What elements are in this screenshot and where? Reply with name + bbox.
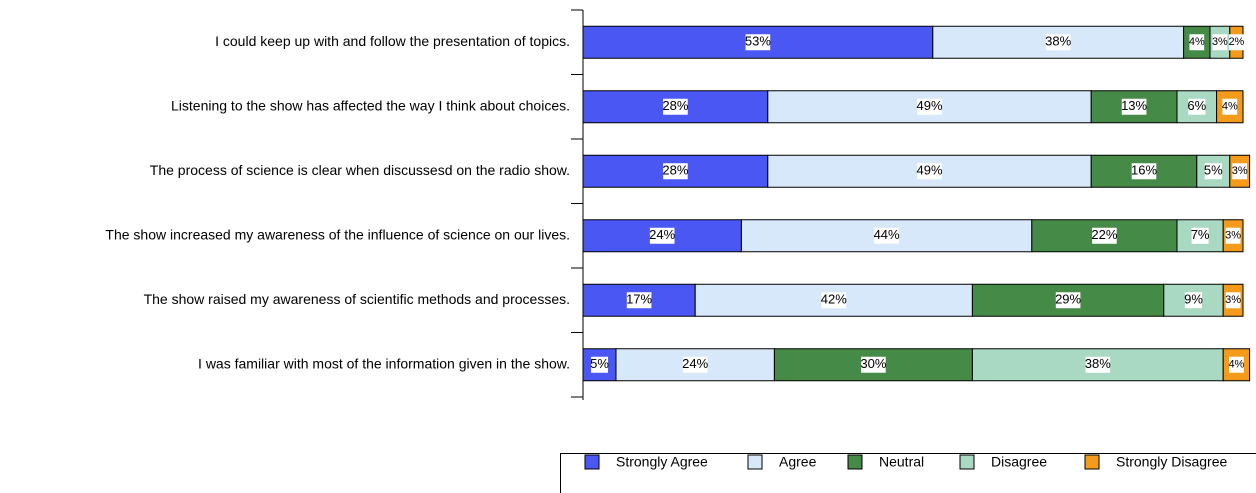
value-label: 49% [916, 163, 942, 178]
legend-label: Strongly Disagree [1116, 454, 1227, 470]
value-label: 28% [662, 163, 688, 178]
label-bg [1229, 34, 1244, 51]
label-bg [1229, 356, 1244, 373]
value-label: 17% [626, 292, 652, 307]
value-label: 44% [874, 227, 900, 242]
value-label: 3% [1212, 36, 1228, 48]
value-label: 7% [1191, 227, 1210, 242]
category-label: The process of science is clear when dis… [150, 162, 570, 178]
value-label: 29% [1055, 292, 1081, 307]
value-label: 13% [1121, 98, 1147, 113]
label-bg [1225, 292, 1241, 309]
category-label: I could keep up with and follow the pres… [215, 33, 570, 49]
label-bg [626, 292, 652, 309]
label-bg [745, 34, 771, 51]
value-label: 4% [1189, 36, 1205, 48]
label-bg [1222, 98, 1238, 115]
value-label: 38% [1045, 34, 1071, 49]
value-label: 3% [1225, 294, 1241, 306]
bar-segment [932, 25, 1185, 59]
label-bg [1055, 292, 1081, 309]
label-bg [1204, 163, 1222, 180]
label-bg [1212, 34, 1228, 51]
label-bg [682, 356, 708, 373]
legend-label: Disagree [991, 454, 1047, 470]
legend-swatch [747, 454, 763, 470]
label-bg [1092, 227, 1117, 244]
value-label: 24% [649, 227, 675, 242]
value-label: 5% [1204, 163, 1223, 178]
category-label: I was familiar with most of the informat… [198, 355, 570, 371]
value-label: 9% [1184, 292, 1203, 307]
value-label: 22% [1091, 227, 1117, 242]
label-bg [1121, 98, 1147, 115]
legend-swatch [959, 454, 975, 470]
label-bg [821, 292, 847, 309]
value-label: 30% [860, 356, 886, 371]
legend-swatch [1084, 454, 1100, 470]
value-label: 3% [1232, 165, 1248, 177]
legend-swatch [847, 454, 863, 470]
value-label: 6% [1187, 98, 1206, 113]
legend-label: Agree [779, 454, 817, 470]
category-label: The show increased my awareness of the i… [105, 226, 570, 242]
label-bg [1232, 163, 1248, 180]
value-label: 38% [1085, 356, 1111, 371]
value-label: 2% [1228, 36, 1244, 48]
label-bg [1188, 98, 1206, 115]
legend-label: Neutral [879, 454, 924, 470]
category-label: The show raised my awareness of scientif… [144, 291, 570, 307]
value-label: 5% [590, 356, 609, 371]
value-label: 24% [682, 356, 708, 371]
label-bg [590, 356, 609, 373]
label-bg [1184, 292, 1203, 309]
label-bg [1045, 34, 1071, 51]
label-bg [861, 356, 886, 373]
label-bg [663, 98, 688, 115]
value-label: 28% [662, 98, 688, 113]
label-bg [874, 227, 899, 244]
value-label: 16% [1131, 163, 1157, 178]
value-label: 3% [1225, 230, 1241, 242]
label-bg [1225, 227, 1241, 244]
label-bg [1131, 163, 1157, 180]
label-bg [917, 163, 942, 180]
value-label: 4% [1222, 101, 1238, 113]
value-label: 4% [1228, 359, 1244, 371]
label-bg [649, 227, 675, 244]
category-label: Listening to the show has affected the w… [171, 97, 570, 113]
legend-swatch [584, 454, 600, 470]
value-label: 49% [916, 98, 942, 113]
label-bg [1191, 227, 1209, 244]
label-bg [1189, 34, 1205, 51]
label-bg [917, 98, 942, 115]
value-label: 42% [821, 292, 847, 307]
value-label: 53% [745, 34, 771, 49]
legend-label: Strongly Agree [616, 454, 708, 470]
bar-segment [1031, 219, 1178, 253]
legend-box [560, 453, 1256, 493]
label-bg [1085, 356, 1111, 373]
label-bg [663, 163, 688, 180]
